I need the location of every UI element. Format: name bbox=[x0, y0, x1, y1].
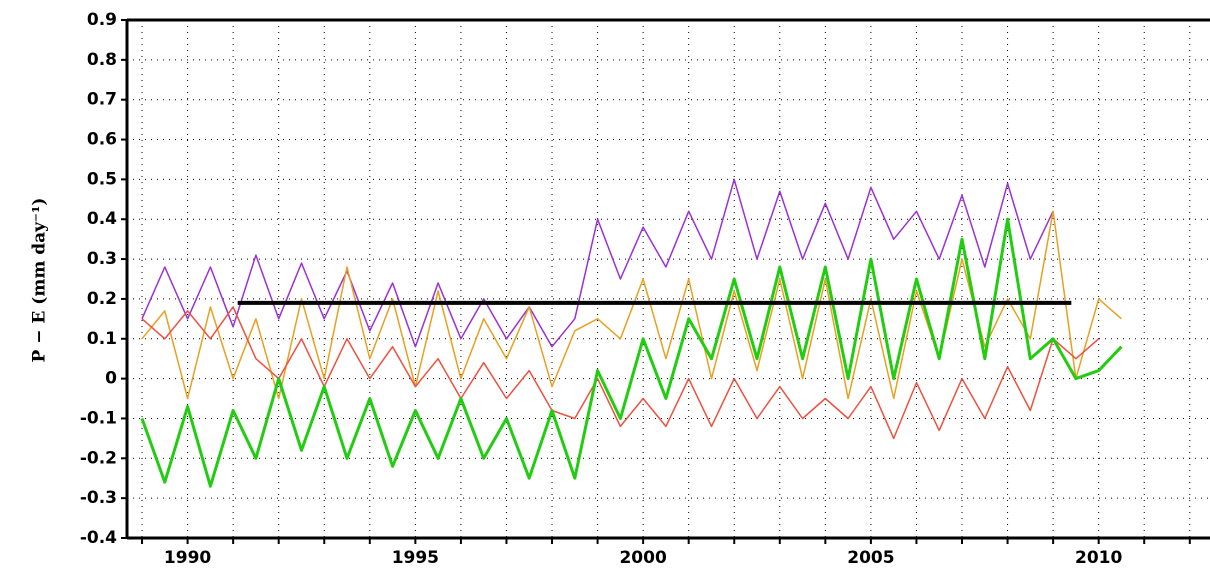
y-tick-label: -0.1 bbox=[80, 408, 117, 428]
data-line bbox=[141, 210, 1122, 400]
y-tick-label: 0.6 bbox=[87, 130, 117, 150]
x-tick-label: 1990 bbox=[164, 548, 211, 568]
x-tick-label: 2010 bbox=[1075, 548, 1122, 568]
data-line bbox=[141, 178, 1054, 348]
y-tick-label: -0.3 bbox=[80, 488, 117, 508]
x-tick-label: 2005 bbox=[847, 548, 894, 568]
data-line bbox=[140, 217, 1123, 488]
y-tick-label: 0 bbox=[105, 369, 117, 389]
y-tick-label: 0.9 bbox=[87, 10, 117, 30]
x-tick-label: 1995 bbox=[392, 548, 439, 568]
y-tick-label: 0.8 bbox=[87, 50, 117, 70]
y-axis-label: P − E (mm day⁻¹) bbox=[30, 198, 50, 363]
x-tick-label: 2000 bbox=[619, 548, 666, 568]
y-tick-label: 0.2 bbox=[87, 289, 117, 309]
y-tick-label: 0.4 bbox=[87, 209, 117, 229]
y-tick-label: 0.5 bbox=[87, 169, 117, 189]
y-tick-label: -0.2 bbox=[80, 448, 117, 468]
y-tick-label: -0.4 bbox=[80, 528, 117, 548]
data-line bbox=[141, 306, 1100, 440]
y-tick-label: 0.3 bbox=[87, 249, 117, 269]
y-tick-label: 0.7 bbox=[87, 90, 117, 110]
y-tick-label: 0.1 bbox=[87, 329, 117, 349]
